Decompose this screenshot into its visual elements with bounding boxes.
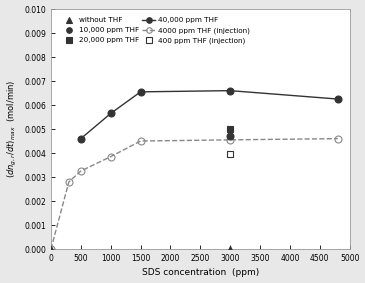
Y-axis label: $(dn_{g,r}/dt)_{max}$  (mol/min): $(dn_{g,r}/dt)_{max}$ (mol/min) <box>5 80 19 178</box>
Legend: without THF, 10,000 ppm THF, 20,000 ppm THF, 40,000 ppm THF, 4000 ppm THF (injec: without THF, 10,000 ppm THF, 20,000 ppm … <box>61 15 252 46</box>
X-axis label: SDS concentration  (ppm): SDS concentration (ppm) <box>142 269 259 277</box>
